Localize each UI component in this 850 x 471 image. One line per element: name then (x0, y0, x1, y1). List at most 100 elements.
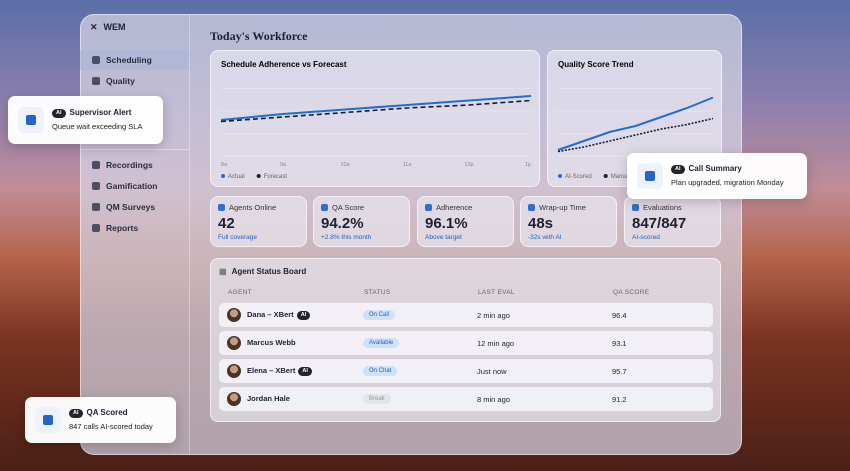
agent-name: Marcus Webb (247, 338, 296, 347)
agent-name: Jordan Hale (247, 394, 290, 403)
line-series (557, 96, 714, 151)
notification[interactable]: AI QA Scored 847 calls AI-scored today (25, 397, 176, 443)
kpi-label: Adherence (436, 203, 473, 212)
ai-badge: AI (671, 164, 685, 174)
x-tick-label: 1p (525, 162, 531, 168)
notification-title: AI Supervisor Alert (52, 108, 131, 118)
qa-score: 95.7 (612, 367, 627, 376)
status-pill: On Call (363, 310, 396, 320)
agent-cell: Marcus Webb (247, 338, 296, 347)
kpi-card: Agents Online 42 Full coverage (210, 196, 307, 247)
chart-title: Schedule Adherence vs Forecast (221, 60, 347, 69)
avatar (227, 336, 241, 350)
kpi-value: 847/847 (632, 215, 687, 232)
kpi-label: Wrap-up Time (539, 203, 586, 212)
kpi-note: AI-scored (632, 234, 660, 241)
status-pill: On Chat (363, 366, 398, 376)
notification-icon (18, 107, 44, 133)
agent-row[interactable]: Jordan Hale Break 8 min ago 91.2 (219, 387, 713, 411)
nav-label[interactable]: Quality (106, 76, 135, 86)
kpi-note: Above target (425, 234, 462, 241)
kpi-note: +2.8% this month (321, 234, 372, 241)
agent-row[interactable]: Elena – XBert AI On Chat Just now 95.7 (219, 359, 713, 383)
legend-label: AI-Scored (565, 174, 592, 180)
x-tick-label: 11a (403, 162, 413, 168)
kpi-icon (218, 204, 225, 211)
nav-label[interactable]: Reports (106, 223, 139, 233)
icon-glyph (43, 415, 53, 425)
nav-label[interactable]: QM Surveys (106, 202, 156, 212)
chart-card: Schedule Adherence vs Forecast 8a 9a 10a 11… (210, 50, 540, 187)
notification-title: AI Call Summary (671, 164, 742, 174)
last-eval: 12 min ago (477, 339, 515, 348)
nav-item[interactable]: Quality (80, 71, 189, 91)
column-header: AGENT (228, 289, 252, 296)
kpi-card: Adherence 96.1% Above target (417, 196, 514, 247)
line-series (557, 117, 714, 153)
brand-text: WEM (103, 22, 126, 32)
agent-row[interactable]: Dana – XBert AI On Call 2 min ago 96.4 (219, 303, 713, 327)
x-tick-label: 12p (464, 162, 473, 168)
kpi-card: Wrap-up Time 48s -32s with AI (520, 196, 617, 247)
nav-label[interactable]: Gamification (106, 181, 158, 191)
ai-badge: AI (69, 408, 83, 418)
kpi-value: 94.2% (321, 215, 364, 232)
agent-cell: Jordan Hale (247, 394, 290, 403)
ai-badge: AI (52, 108, 66, 118)
kpi-label: Agents Online (229, 203, 277, 212)
last-eval: Just now (477, 367, 507, 376)
kpi-icon (321, 204, 328, 211)
kpi-card: QA Score 94.2% +2.8% this month (313, 196, 410, 247)
nav-item[interactable]: QM Surveys (80, 197, 189, 217)
nav-item[interactable]: Gamification (80, 176, 189, 196)
nav-label[interactable]: Scheduling (106, 55, 152, 65)
legend-label: Manual (611, 174, 631, 180)
column-header: STATUS (364, 289, 391, 296)
agent-row[interactable]: Marcus Webb Available 12 min ago 93.1 (219, 331, 713, 355)
notification-title: AI QA Scored (69, 408, 128, 418)
nav-item[interactable]: Recordings (80, 155, 189, 175)
notification-title-text: Call Summary (688, 164, 742, 173)
line-series (220, 99, 532, 123)
kpi-label: QA Score (332, 203, 365, 212)
avatar (227, 392, 241, 406)
notification[interactable]: AI Call Summary Plan upgraded, migration M… (627, 153, 807, 199)
notification-text: Queue wait exceeding SLA (52, 122, 143, 131)
kpi-value: 96.1% (425, 215, 468, 232)
legend-swatch (256, 174, 261, 178)
brand: ✕ WEM (90, 22, 126, 32)
board-title: ▦ Agent Status Board (219, 267, 307, 276)
status-pill: Available (363, 338, 400, 348)
divider (80, 149, 189, 150)
qa-score: 96.4 (612, 311, 627, 320)
board-title-text: Agent Status Board (231, 267, 307, 276)
line-series (220, 95, 532, 121)
kpi-note: Full coverage (218, 234, 258, 241)
kpi-icon (632, 204, 639, 211)
qa-score: 91.2 (612, 395, 627, 404)
avatar (227, 308, 241, 322)
agent-name: Dana – XBert (247, 310, 294, 319)
qa-score: 93.1 (612, 339, 627, 348)
chart-title: Quality Score Trend (558, 60, 634, 69)
kpi-value: 48s (528, 215, 554, 232)
agent-cell: Dana – XBert AI (247, 310, 311, 320)
kpi-value: 42 (218, 215, 235, 232)
column-header: QA SCORE (613, 289, 650, 296)
nav-item[interactable]: Scheduling (80, 50, 189, 70)
nav-item[interactable]: Reports (80, 218, 189, 238)
ai-badge: AI (298, 366, 312, 376)
notification-title-text: Supervisor Alert (69, 108, 132, 117)
x-tick-label: 9a (280, 162, 287, 168)
status-pill: Break (363, 394, 391, 404)
notification[interactable]: AI Supervisor Alert Queue wait exceeding S… (8, 96, 163, 144)
legend-swatch (558, 174, 562, 178)
nav-label[interactable]: Recordings (106, 160, 153, 170)
notification-title-text: QA Scored (86, 408, 128, 417)
page-title: Today's Workforce (210, 29, 308, 43)
kpi-icon (528, 204, 535, 211)
ai-badge: AI (296, 310, 311, 320)
icon-glyph (645, 171, 655, 181)
kpi-card: Evaluations 847/847 AI-scored (624, 196, 721, 247)
